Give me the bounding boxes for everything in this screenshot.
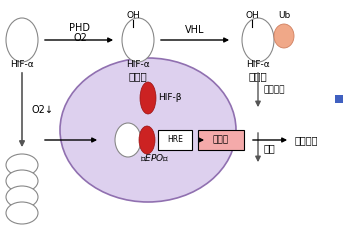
Ellipse shape (60, 58, 236, 202)
Ellipse shape (140, 82, 156, 114)
FancyBboxPatch shape (158, 130, 192, 150)
Text: HIF-α: HIF-α (246, 60, 270, 69)
Text: 羟基化: 羟基化 (129, 71, 147, 81)
Text: 细胞应答: 细胞应答 (295, 135, 318, 145)
Text: 蛋白酶体: 蛋白酶体 (264, 86, 286, 94)
Ellipse shape (122, 18, 154, 62)
Ellipse shape (139, 126, 155, 154)
Text: Ub: Ub (278, 11, 290, 20)
Text: HRE: HRE (167, 136, 183, 145)
Text: 靶基因: 靶基因 (213, 136, 229, 145)
Text: HIF-α: HIF-α (126, 60, 150, 69)
Text: PHD: PHD (69, 23, 90, 33)
Text: OH: OH (126, 11, 140, 20)
Bar (335, 95, 343, 103)
Text: 泛素化: 泛素化 (249, 71, 267, 81)
Text: O2: O2 (73, 33, 87, 43)
Text: 如$\it{EPO}$等: 如$\it{EPO}$等 (140, 153, 170, 163)
Text: VHL: VHL (185, 25, 205, 35)
Text: 降解: 降解 (264, 143, 276, 153)
Ellipse shape (6, 170, 38, 192)
Text: O2↓: O2↓ (32, 105, 54, 115)
Text: HIF-β: HIF-β (158, 93, 181, 103)
Ellipse shape (6, 154, 38, 176)
Ellipse shape (6, 186, 38, 208)
FancyBboxPatch shape (198, 130, 244, 150)
Ellipse shape (115, 123, 141, 157)
Text: HIF-α: HIF-α (10, 60, 34, 69)
Ellipse shape (6, 202, 38, 224)
Ellipse shape (274, 24, 294, 48)
Text: OH: OH (245, 11, 259, 20)
Ellipse shape (242, 18, 274, 62)
Ellipse shape (6, 18, 38, 62)
